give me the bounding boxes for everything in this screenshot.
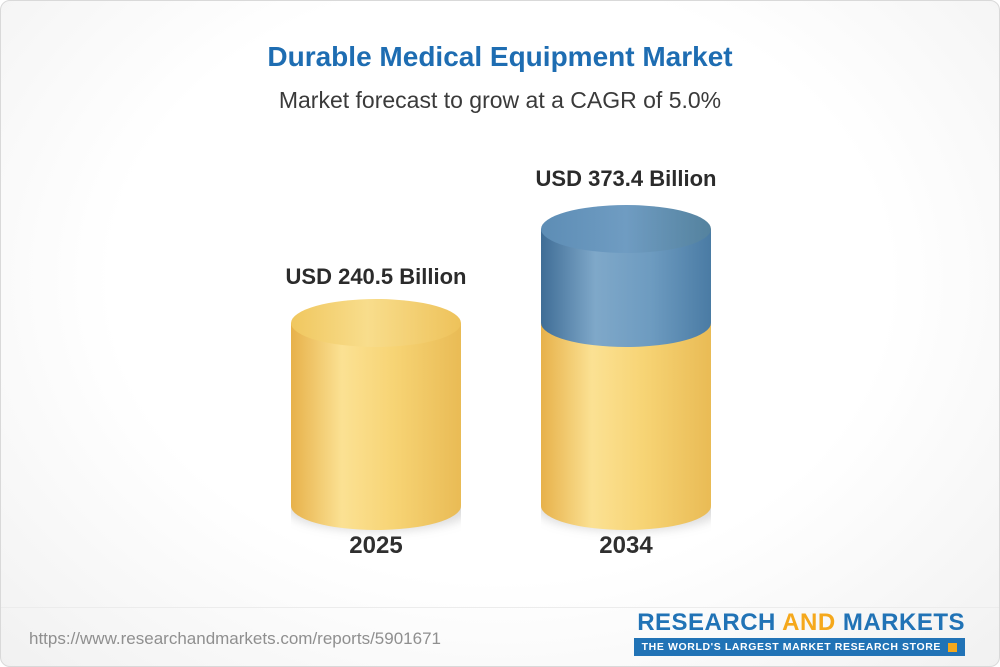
cylinder-top-2025 <box>291 299 461 347</box>
cylinder-bar-2034 <box>541 205 711 531</box>
logo-tagline-text: THE WORLD'S LARGEST MARKET RESEARCH STOR… <box>641 641 941 653</box>
value-label-2034: USD 373.4 Billion <box>535 166 717 191</box>
cylinder-body-2034-base <box>541 323 711 530</box>
cylinder-top-2034 <box>541 205 711 253</box>
logo-gold-square-icon <box>948 642 957 652</box>
logo-word-research: RESEARCH <box>637 609 776 636</box>
logo-tagline-bar: THE WORLD'S LARGEST MARKET RESEARCH STOR… <box>633 638 965 656</box>
cylinder-body-2034-growth <box>541 229 711 347</box>
chart-subtitle: Market forecast to grow at a CAGR of 5.0… <box>278 87 722 113</box>
research-and-markets-logo: RESEARCH AND MARKETS THE WORLD'S LARGEST… <box>633 611 965 656</box>
source-url-link[interactable]: https://www.researchandmarkets.com/repor… <box>29 629 441 648</box>
logo-word-markets: MARKETS <box>842 609 965 636</box>
cylinder-bar-2025 <box>291 299 461 531</box>
x-axis-label-2034: 2034 <box>599 532 653 559</box>
footer: https://www.researchandmarkets.com/repor… <box>1 607 999 666</box>
logo-wordmark: RESEARCH AND MARKETS <box>637 611 965 635</box>
value-label-2025: USD 240.5 Billion <box>285 264 467 289</box>
chart-title: Durable Medical Equipment Market <box>267 41 733 72</box>
x-axis-label-2025: 2025 <box>349 532 403 559</box>
logo-word-and: AND <box>782 609 836 636</box>
cylinder-body-2025 <box>291 323 461 530</box>
